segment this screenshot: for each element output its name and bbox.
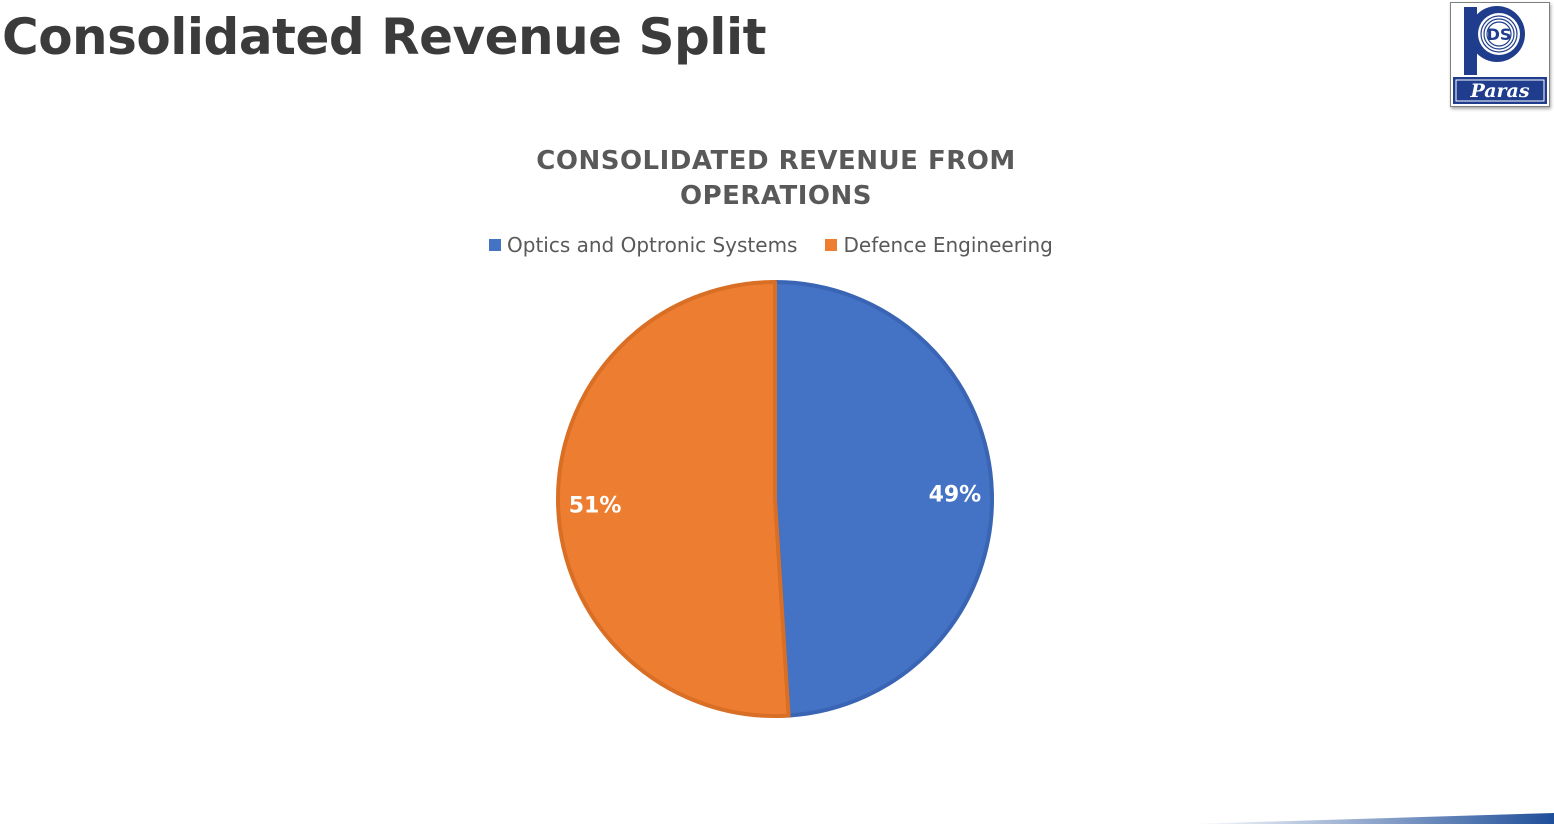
legend-swatch-optics — [489, 239, 501, 251]
pie-label-defence: 51% — [569, 494, 622, 519]
legend-item-optics: Optics and Optronic Systems — [489, 233, 797, 257]
chart-title-line-2: OPERATIONS — [679, 181, 873, 211]
bottom-accent-bar — [1190, 813, 1554, 824]
paras-logo: DS Paras — [1450, 2, 1550, 107]
legend-label-optics: Optics and Optronic Systems — [507, 233, 798, 257]
chart-title-line-1: CONSOLIDATED REVENUE FROM — [536, 146, 1016, 176]
logo-monogram: DS — [1487, 25, 1512, 44]
paras-logo-mark: DS Paras — [1453, 6, 1547, 104]
legend-swatch-defence — [825, 239, 838, 251]
pie-label-optics: 49% — [929, 482, 982, 507]
slide-title: Consolidated Revenue Split — [2, 8, 766, 66]
chart-title: CONSOLIDATED REVENUE FROM OPERATIONS — [476, 144, 1076, 214]
pie-slice-optics — [773, 280, 995, 718]
pie-slice-defence — [556, 280, 791, 718]
legend-label-defence: Defence Engineering — [843, 233, 1053, 257]
chart-legend: Optics and Optronic Systems Defence Engi… — [489, 230, 1053, 260]
legend-item-defence: Defence Engineering — [825, 233, 1053, 257]
logo-wordmark: Paras — [1469, 80, 1529, 102]
